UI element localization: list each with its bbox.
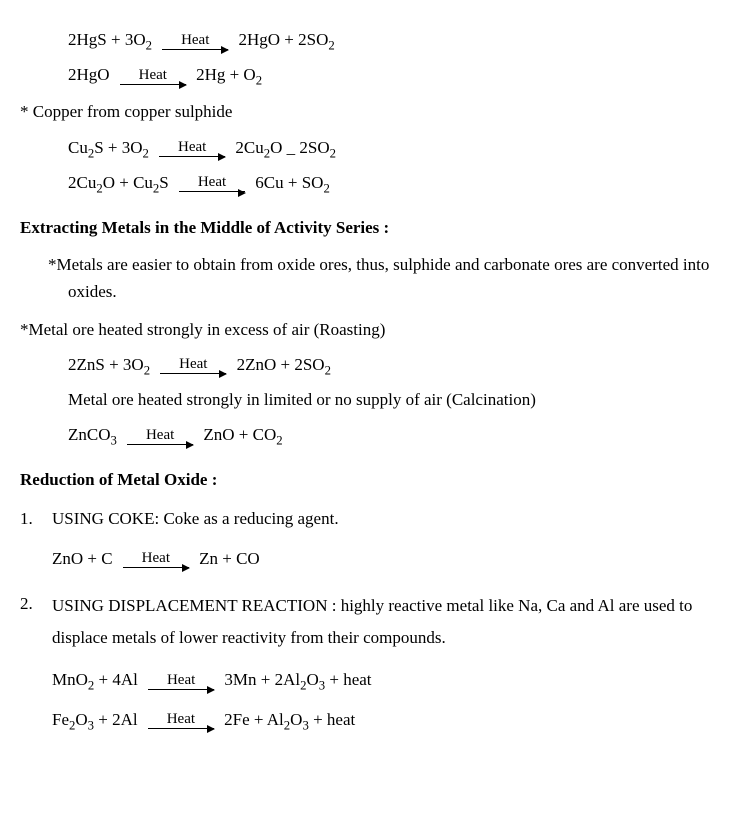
arrow-heat: Heat [179,175,245,192]
equation-hgo: 2HgO Heat 2Hg + O2 [68,61,731,88]
tok: MnO [52,670,88,689]
tok: 6Cu + SO [255,173,323,192]
tok: _ [287,138,296,157]
list-item-displacement: 2. USING DISPLACEMENT REACTION : highly … [20,590,731,739]
tok: 2ZnS + 3O [68,355,144,374]
arrow-heat: Heat [123,551,189,568]
tok: S [159,173,168,192]
tok: + heat [325,670,371,689]
eq-sub: 2 [256,74,262,88]
tok: O [75,710,87,729]
bullet-copper: * Copper from copper sulphide [20,98,731,125]
arrow-heat: Heat [162,33,228,50]
tok: ZnO + CO [203,425,276,444]
tok: Fe [52,710,69,729]
tok: ZnO + C [52,549,113,568]
arrow-heat: Heat [148,673,214,690]
eq-sub: 2 [325,363,331,377]
equation-fe2o3-al: Fe2O3 + 2Al Heat 2Fe + Al2O3 + heat [52,706,731,733]
arrow-label: Heat [127,428,193,445]
arrow-head-icon [221,46,229,54]
tok: + 4Al [94,670,138,689]
eq-sub: 2 [143,146,149,160]
note-roasting: *Metal ore heated strongly in excess of … [20,316,731,343]
arrow-head-icon [179,81,187,89]
tok: ZnCO [68,425,111,444]
arrow-heat: Heat [120,68,186,85]
eq-lhs: 2HgO [68,65,110,84]
arrow-label: Heat [179,175,245,192]
arrow-label: Heat [148,712,214,729]
eq-sub: 2 [144,363,150,377]
eq-sub: 2 [323,181,329,195]
equation-hgs: 2HgS + 3O2 Heat 2HgO + 2SO2 [68,26,731,53]
item-number: 1. [20,505,52,577]
tok: 2SO [295,138,329,157]
arrow-head-icon [218,153,226,161]
heading-reduction: Reduction of Metal Oxide : [20,466,731,493]
tok: + 2Al [94,710,138,729]
arrow-heat: Heat [148,712,214,729]
tok: 2Cu [235,138,263,157]
eq-rhs: 2HgO + 2SO [238,30,328,49]
equation-cu2o-cu2s: 2Cu2O + Cu2S Heat 6Cu + SO2 [68,169,731,196]
arrow-head-icon [238,189,246,197]
item-text: USING COKE: Coke as a reducing agent. [52,505,731,532]
note-oxide: *Metals are easier to obtain from oxide … [20,251,731,305]
equation-zno-c: ZnO + C Heat Zn + CO [52,545,731,572]
equation-cu2s: Cu2S + 3O2 Heat 2Cu2O _ 2SO2 [68,134,731,161]
tok: 2ZnO + 2SO [237,355,325,374]
arrow-label: Heat [120,68,186,85]
tok: Zn + CO [199,549,260,568]
tok: O + Cu [103,173,153,192]
tok: O [306,670,318,689]
eq-sub: 2 [328,38,334,52]
arrow-heat: Heat [160,357,226,374]
tok: 3Mn + 2Al [224,670,300,689]
eq-sub: 3 [111,433,117,447]
eq-sub: 2 [330,146,336,160]
item-number: 2. [20,590,52,739]
equation-mno2-al: MnO2 + 4Al Heat 3Mn + 2Al2O3 + heat [52,666,731,693]
arrow-label: Heat [148,673,214,690]
tok: 2Cu [68,173,96,192]
tok: + heat [309,710,355,729]
eq-rhs: 2Hg + O [196,65,256,84]
note-calcination: Metal ore heated strongly in limited or … [68,386,731,413]
tok: 2Fe + Al [224,710,284,729]
list-item-coke: 1. USING COKE: Coke as a reducing agent.… [20,505,731,577]
tok: Cu [68,138,88,157]
equation-zns: 2ZnS + 3O2 Heat 2ZnO + 2SO2 [68,351,731,378]
eq-sub: 2 [276,433,282,447]
tok: O [290,710,302,729]
eq-lhs: 2HgS + 3O [68,30,146,49]
arrow-heat: Heat [159,140,225,157]
arrow-label: Heat [159,140,225,157]
tok: O [270,138,287,157]
eq-sub: 2 [146,38,152,52]
equation-znco3: ZnCO3 Heat ZnO + CO2 [68,421,731,448]
arrow-label: Heat [123,551,189,568]
arrow-heat: Heat [127,428,193,445]
arrow-head-icon [186,441,194,449]
arrow-head-icon [207,686,215,694]
arrow-label: Heat [162,33,228,50]
arrow-label: Heat [160,357,226,374]
arrow-head-icon [207,725,215,733]
item-text: USING DISPLACEMENT REACTION : highly rea… [52,590,731,655]
tok: S + 3O [94,138,142,157]
heading-middle-activity: Extracting Metals in the Middle of Activ… [20,214,731,241]
arrow-head-icon [182,564,190,572]
arrow-head-icon [219,370,227,378]
